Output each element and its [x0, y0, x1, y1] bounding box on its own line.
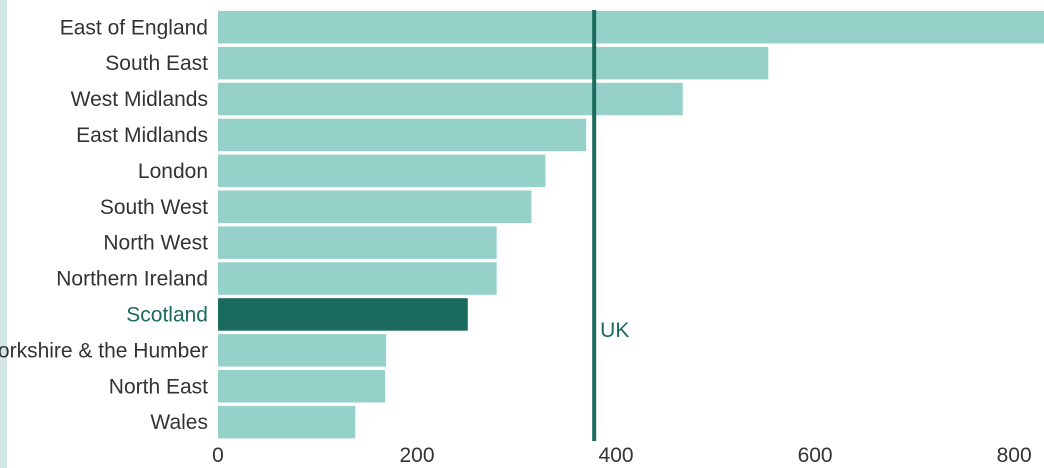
category-label-east-of-england: East of England — [60, 16, 208, 39]
category-label-south-west: South West — [100, 196, 208, 219]
x-tick-label-600: 600 — [798, 444, 833, 467]
bar-northern-ireland — [218, 262, 497, 295]
x-tick-label-0: 0 — [212, 444, 224, 467]
category-label-east-midlands: East Midlands — [76, 124, 208, 147]
left-accent-strip — [0, 0, 7, 468]
bar-london — [218, 154, 546, 188]
bar-east-of-england — [218, 11, 1044, 44]
bar-west-midlands — [218, 82, 683, 116]
bar-scotland — [218, 298, 468, 331]
x-tick-label-800: 800 — [997, 444, 1032, 467]
category-label-scotland: Scotland — [126, 303, 208, 326]
category-label-west-midlands: West Midlands — [71, 88, 208, 111]
category-label-north-west: North West — [103, 232, 208, 255]
category-label-south-east: South East — [105, 52, 208, 75]
bar-north-east — [218, 370, 386, 403]
bar-south-west — [218, 190, 532, 223]
bar-east-midlands — [218, 118, 587, 152]
category-label-northern-ireland: Northern Ireland — [56, 268, 208, 291]
bar-wales — [218, 405, 356, 439]
category-label-north-east: North East — [109, 375, 208, 398]
category-labels-group: East of England South East West Midlands Ea… — [0, 16, 208, 434]
bars-group — [218, 11, 1044, 439]
x-tick-labels-group: 0 200 400 600 800 — [212, 444, 1032, 467]
uk-reference-label: UK — [600, 319, 629, 342]
category-label-wales: Wales — [150, 411, 208, 434]
bar-yorkshire-and-the-humber — [218, 334, 387, 367]
bar-south-east — [218, 46, 769, 80]
category-label-london: London — [138, 160, 208, 183]
x-tick-label-400: 400 — [599, 444, 634, 467]
x-tick-label-200: 200 — [400, 444, 435, 467]
category-label-yorkshire-and-the-humber: Yorkshire & the Humber — [0, 339, 208, 362]
bar-north-west — [218, 226, 497, 259]
